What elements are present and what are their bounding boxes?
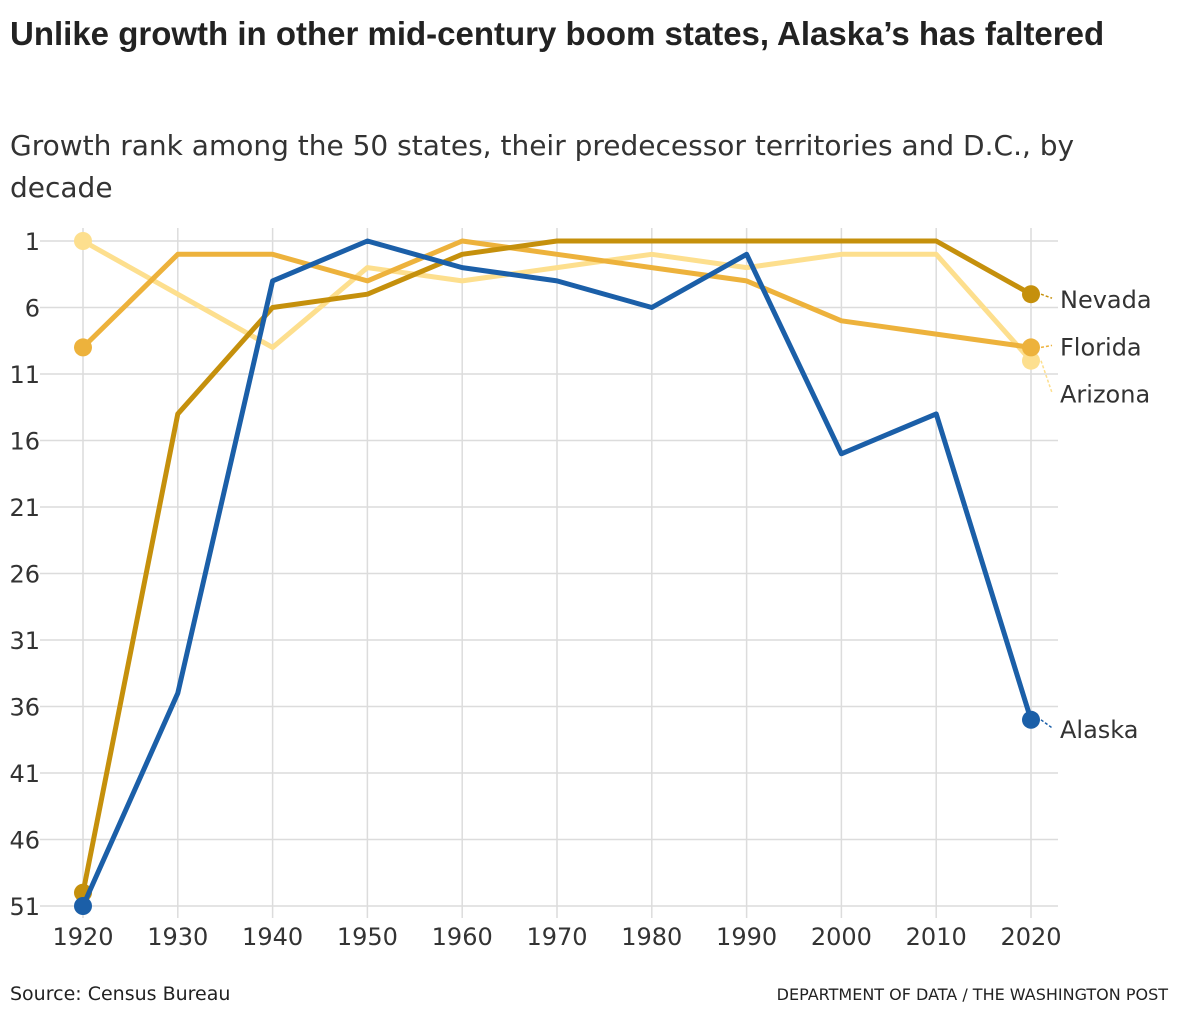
chart-subtitle: Growth rank among the 50 states, their p… xyxy=(10,129,1075,204)
y-tick-label: 1 xyxy=(25,228,40,256)
y-tick-label: 31 xyxy=(9,627,40,655)
y-tick-label: 6 xyxy=(25,295,40,323)
series-label-alaska: Alaska xyxy=(1060,716,1138,744)
label-leader-alaska xyxy=(1040,719,1053,729)
x-axis: 1920 1930 1940 1950 1960 1970 1980 1990 2000 2010… xyxy=(52,923,1061,951)
end-point-alaska xyxy=(1022,710,1040,729)
grid-lines xyxy=(40,228,1058,918)
end-point-florida xyxy=(1022,338,1040,357)
end-point-arizona xyxy=(1022,351,1040,370)
label-leader-arizona xyxy=(1040,360,1053,393)
x-tick-label: 1990 xyxy=(716,923,777,951)
series-labels: Arizona Florida Nevada Alaska xyxy=(1040,286,1152,744)
x-tick-label: 2020 xyxy=(1000,923,1061,951)
series-label-nevada: Nevada xyxy=(1060,286,1152,314)
label-leader-florida xyxy=(1040,344,1053,349)
series-label-arizona: Arizona xyxy=(1060,381,1150,409)
x-tick-label: 2000 xyxy=(811,923,872,951)
series-label-florida: Florida xyxy=(1060,333,1142,361)
start-point-alaska xyxy=(74,897,92,915)
x-tick-label: 1920 xyxy=(52,923,113,951)
series-line-nevada xyxy=(80,238,1034,896)
y-tick-label: 16 xyxy=(9,428,40,456)
y-tick-label: 36 xyxy=(9,694,40,722)
series-line-arizona xyxy=(80,238,1034,364)
source-note: Source: Census Bureau xyxy=(10,983,231,1005)
y-tick-label: 51 xyxy=(9,893,40,921)
y-tick-label: 21 xyxy=(9,494,40,522)
end-point-nevada xyxy=(1022,285,1040,304)
series-line-florida xyxy=(80,238,1034,350)
chart-title: Unlike growth in other mid-century boom … xyxy=(10,15,1105,52)
x-tick-label: 1950 xyxy=(337,923,398,951)
series-line-alaska xyxy=(80,238,1034,909)
start-point-arizona xyxy=(74,232,92,250)
x-tick-label: 1960 xyxy=(432,923,493,951)
x-tick-label: 1980 xyxy=(621,923,682,951)
y-tick-label: 11 xyxy=(9,361,40,389)
start-point-florida xyxy=(74,338,92,357)
x-tick-label: 1930 xyxy=(147,923,208,951)
credit-note: DEPARTMENT OF DATA / THE WASHINGTON POST xyxy=(776,985,1168,1004)
x-tick-label: 1970 xyxy=(526,923,587,951)
y-tick-label: 26 xyxy=(9,561,40,589)
x-tick-label: 2010 xyxy=(906,923,967,951)
y-tick-label: 46 xyxy=(9,827,40,855)
series-lines xyxy=(74,232,1040,915)
y-tick-label: 41 xyxy=(9,760,40,788)
label-leader-nevada xyxy=(1040,293,1053,299)
x-tick-label: 1940 xyxy=(242,923,303,951)
